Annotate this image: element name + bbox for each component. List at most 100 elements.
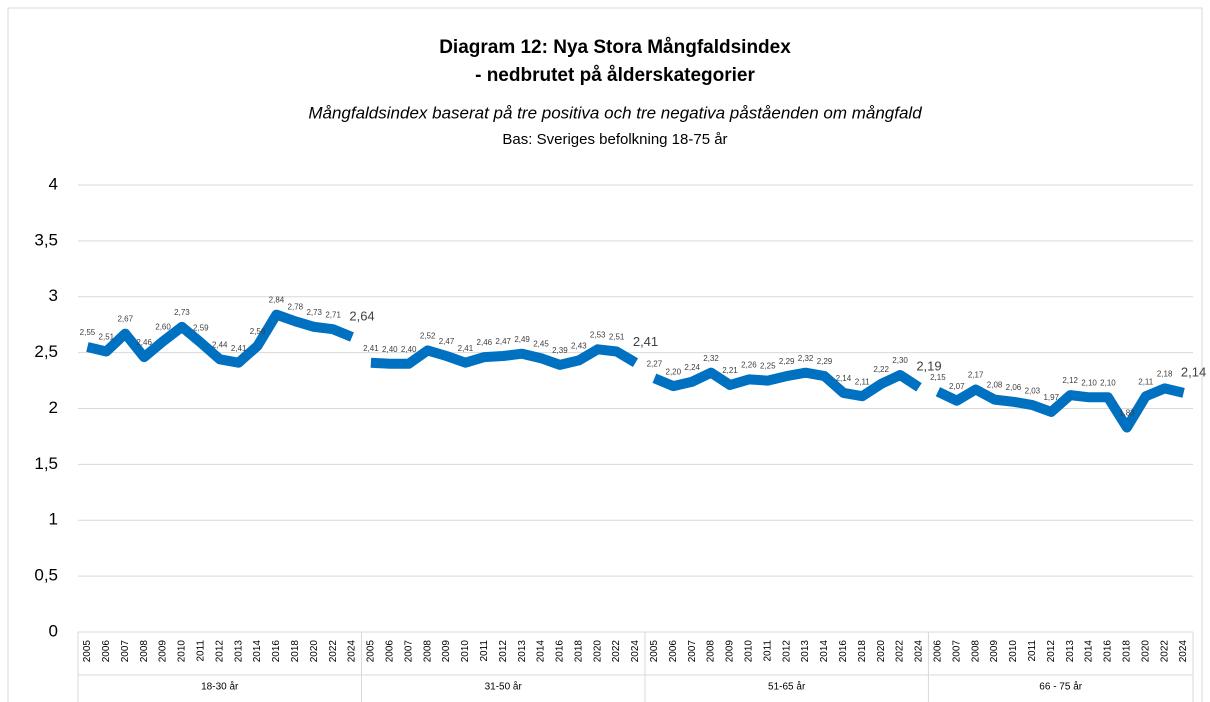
- data-label: 2,59: [193, 324, 209, 333]
- x-tick-label: 2010: [744, 640, 755, 663]
- series-line: [86, 309, 354, 368]
- x-tick-label: 2009: [725, 640, 736, 663]
- data-label: 2,30: [892, 356, 908, 365]
- x-tick-label: 2020: [876, 640, 887, 663]
- data-label: 2,46: [477, 338, 493, 347]
- x-tick-label: 2012: [214, 640, 225, 663]
- data-label: 2,32: [798, 354, 814, 363]
- x-tick-label: 2011: [1027, 640, 1038, 662]
- x-tick-label: 2008: [706, 640, 717, 663]
- data-label: 2,03: [1025, 386, 1041, 395]
- x-tick-label: 2014: [819, 640, 830, 663]
- data-label: 2,73: [174, 308, 190, 317]
- data-label: 2,07: [949, 382, 965, 391]
- x-tick-label: 2024: [914, 640, 925, 663]
- data-label: 2,26: [741, 361, 757, 370]
- data-label: 2,67: [117, 315, 133, 324]
- x-tick-label: 2018: [1121, 640, 1132, 663]
- x-tick-label: 2007: [687, 640, 698, 663]
- x-tick-label: 2010: [177, 640, 188, 663]
- x-tick-label: 2013: [800, 640, 811, 663]
- data-label: 2,51: [609, 333, 625, 342]
- x-tick-label: 2011: [762, 640, 773, 662]
- y-tick-label: 0: [49, 621, 58, 640]
- x-tick-label: 2024: [1178, 640, 1189, 663]
- x-tick-label: 2010: [1008, 640, 1019, 663]
- x-tick-label: 2020: [309, 640, 320, 663]
- x-tick-label: 2010: [460, 640, 471, 663]
- data-label: 1,97: [1043, 393, 1059, 402]
- x-tick-label: 2008: [139, 640, 150, 663]
- data-label: 2,19: [916, 359, 941, 374]
- y-tick-label: 1: [49, 510, 58, 529]
- data-label: 2,47: [439, 337, 455, 346]
- x-tick-label: 2012: [1046, 640, 1057, 663]
- data-label: 2,56: [250, 327, 266, 336]
- data-label: 2,60: [155, 323, 171, 332]
- data-label: 2,41: [231, 344, 247, 353]
- group-label: 66 - 75 år: [1039, 681, 1082, 693]
- chart-border: [7, 7, 1203, 702]
- data-label: 2,78: [288, 302, 304, 311]
- chart-note: Bas: Sveriges befolkning 18-75 år: [502, 131, 727, 148]
- data-label: 2,44: [212, 340, 228, 349]
- x-tick-label: 2020: [592, 640, 603, 663]
- data-label: 2,24: [684, 363, 700, 372]
- series-line: [935, 383, 1185, 433]
- data-label: 2,25: [760, 362, 776, 371]
- group-label: 31-50 år: [485, 681, 523, 693]
- data-label: 2,08: [987, 381, 1003, 390]
- x-tick-label: 2008: [422, 640, 433, 663]
- x-tick-label: 2009: [158, 640, 169, 663]
- data-label: 2,71: [325, 310, 341, 319]
- x-tick-label: 2016: [1103, 640, 1114, 663]
- data-label: 2,11: [855, 377, 871, 386]
- x-tick-label: 2013: [1065, 640, 1076, 663]
- x-tick-label: 2022: [895, 640, 906, 663]
- data-label: 2,15: [930, 373, 946, 382]
- x-tick-label: 2012: [781, 640, 792, 663]
- x-tick-label: 2022: [328, 640, 339, 663]
- x-tick-label: 2011: [195, 640, 206, 662]
- data-label: 2,10: [1081, 378, 1097, 387]
- chart-title: Diagram 12: Nya Stora Mångfaldsindex: [439, 37, 791, 58]
- x-tick-label: 2009: [989, 640, 1000, 663]
- data-label: 2,41: [458, 344, 474, 353]
- data-label: 2,22: [873, 365, 889, 374]
- data-label: 2,14: [1181, 364, 1206, 379]
- x-tick-label: 2006: [933, 640, 944, 663]
- group-label: 18-30 år: [201, 681, 239, 693]
- data-label: 2,29: [817, 357, 833, 366]
- data-label: 2,10: [1100, 378, 1116, 387]
- x-tick-label: 2013: [517, 640, 528, 663]
- x-tick-label: 2005: [82, 640, 93, 663]
- data-label: 2,53: [590, 330, 606, 339]
- data-label: 2,17: [968, 371, 984, 380]
- x-tick-label: 2014: [1084, 640, 1095, 663]
- x-tick-label: 2014: [252, 640, 263, 663]
- series-line: [370, 344, 639, 370]
- data-label: 2,43: [571, 342, 587, 351]
- group-label: 51-65 år: [768, 681, 806, 693]
- data-label: 2,64: [349, 308, 374, 323]
- y-tick-label: 2: [49, 398, 58, 417]
- x-tick-label: 2005: [366, 640, 377, 663]
- x-tick-label: 2008: [970, 640, 981, 663]
- x-tick-label: 2006: [101, 640, 112, 663]
- x-tick-label: 2007: [120, 640, 131, 663]
- data-label: 2,12: [1062, 376, 1078, 385]
- data-label: 2,45: [533, 339, 549, 348]
- x-tick-label: 2018: [857, 640, 868, 663]
- x-tick-label: 2022: [1159, 640, 1170, 663]
- y-tick-label: 4: [49, 174, 58, 193]
- x-tick-label: 2024: [630, 640, 641, 663]
- x-tick-label: 2022: [611, 640, 622, 663]
- x-tick-label: 2005: [649, 640, 660, 663]
- y-tick-label: 2,5: [34, 342, 58, 361]
- x-tick-label: 2016: [838, 640, 849, 663]
- data-label: 2,41: [363, 344, 379, 353]
- data-label: 2,18: [1157, 369, 1173, 378]
- chart-title: - nedbrutet på ålderskategorier: [475, 65, 755, 86]
- series-line: [652, 367, 922, 402]
